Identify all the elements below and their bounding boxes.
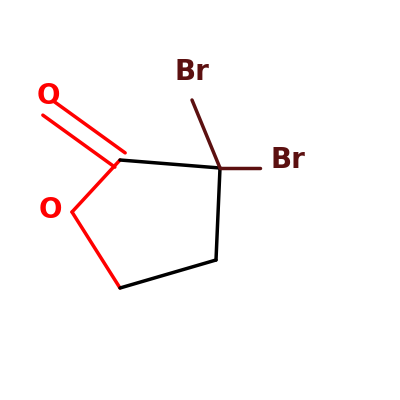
Text: Br: Br [270,146,306,174]
Text: O: O [38,196,62,224]
Text: O: O [36,82,60,110]
Text: Br: Br [174,58,210,86]
